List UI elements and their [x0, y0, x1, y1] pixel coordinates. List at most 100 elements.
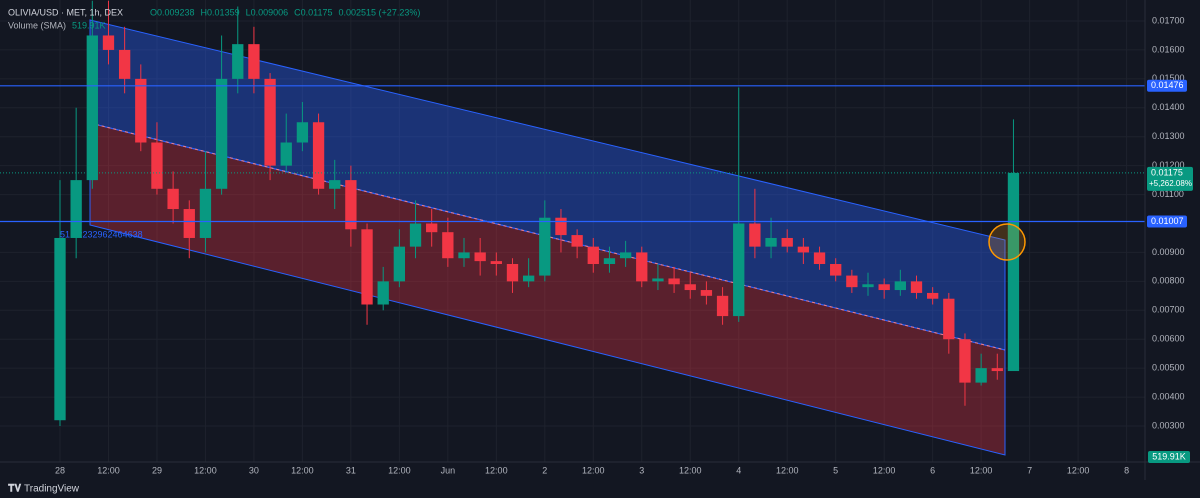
- volume-value: 519.91K: [72, 20, 106, 30]
- x-tick-label: 12:00: [97, 465, 120, 475]
- x-tick-label: 30: [249, 465, 259, 475]
- candle-body: [797, 246, 810, 253]
- x-tick-label: 12:00: [1067, 465, 1090, 475]
- x-tick-label: 2: [542, 465, 547, 475]
- candle-body: [296, 122, 309, 143]
- candle-body: [587, 246, 599, 265]
- last-price-badge: [1147, 166, 1193, 191]
- legend: OLIVIA/USD · MET, 1h, DEX Volume (SMA) 5…: [8, 7, 123, 30]
- grid: [0, 0, 1145, 462]
- symbol: OLIVIA/USD · MET, 1h, DEX: [8, 7, 123, 17]
- x-tick-label: 12:00: [776, 465, 799, 475]
- candle-body: [345, 180, 357, 230]
- candle-body: [199, 188, 212, 238]
- y-tick-label: 0.00700: [1152, 305, 1185, 315]
- candle-body: [652, 278, 664, 282]
- price-badge-label: 0.01007: [1151, 216, 1184, 226]
- x-tick-label: 31: [346, 465, 356, 475]
- candle-body: [167, 188, 179, 210]
- legend-value: C0.01175: [294, 7, 332, 17]
- candle-body: [135, 78, 147, 143]
- price-badge-label: 0.01476: [1151, 80, 1184, 90]
- x-tick-label: 4: [736, 465, 741, 475]
- candle-body: [70, 180, 82, 238]
- highlight-circle: [988, 223, 1026, 261]
- candle-body: [377, 281, 389, 305]
- candle-body: [959, 339, 971, 383]
- candle-body: [555, 217, 567, 236]
- legend-value: L0.009006: [246, 7, 289, 17]
- candle-body: [442, 232, 454, 259]
- candle-body: [991, 368, 1003, 372]
- y-tick-label: 0.00400: [1152, 391, 1185, 401]
- y-tick-label: 0.00500: [1152, 363, 1185, 373]
- candle-body: [539, 217, 551, 276]
- x-tick-label: 3: [639, 465, 644, 475]
- candle-body: [619, 252, 632, 259]
- last-price-label: 0.01175: [1151, 167, 1183, 177]
- x-tick-label: 7: [1027, 465, 1032, 475]
- candle-body: [426, 223, 438, 233]
- y-tick-label: 0.01100: [1152, 189, 1184, 199]
- candle-body: [54, 237, 66, 421]
- candle-body: [86, 35, 98, 181]
- axes: 0.00300 0.00400 0.00500 0.00600 0.00700 0.008…: [55, 15, 1193, 475]
- brand-mark: 𝐓𝐕: [8, 483, 21, 495]
- legend-value: H0.01359: [201, 7, 240, 17]
- candle-body: [910, 281, 923, 293]
- candle-body: [830, 264, 842, 276]
- candle-body: [878, 284, 890, 291]
- y-tick-label: 0.00600: [1152, 334, 1185, 344]
- candle-body: [1007, 172, 1020, 372]
- candle-body: [636, 252, 648, 282]
- x-tick-label: 12:00: [388, 465, 411, 475]
- candle-body: [813, 252, 826, 265]
- candle-body: [975, 368, 987, 383]
- volume-badge: [1148, 451, 1190, 463]
- candle-body: [668, 278, 680, 285]
- y-tick-label: 0.01600: [1152, 44, 1185, 54]
- candle-body: [393, 246, 406, 282]
- candle-body: [506, 264, 519, 282]
- x-tick-label: 29: [152, 465, 162, 475]
- candle-body: [749, 223, 761, 247]
- candle-body: [248, 44, 260, 79]
- x-tick-label: 12:00: [679, 465, 702, 475]
- volume-title: Volume (SMA): [8, 20, 66, 30]
- legend-value: O0.009238: [150, 7, 195, 17]
- candle-body: [151, 142, 163, 189]
- candle-body: [846, 275, 858, 288]
- x-tick-label: Jun: [441, 465, 456, 475]
- candle-body: [603, 258, 616, 265]
- candle-body: [409, 223, 422, 247]
- candle-body: [215, 78, 228, 189]
- candle-body: [232, 44, 244, 79]
- x-tick-label: 5: [833, 465, 838, 475]
- candle-body: [280, 142, 292, 166]
- price-badge: [1147, 215, 1187, 228]
- footer: [0, 480, 1200, 498]
- candle-body: [862, 284, 874, 288]
- x-tick-label: 12:00: [970, 465, 993, 475]
- brand: TradingView: [24, 484, 80, 495]
- candle-body: [102, 35, 115, 50]
- y-tick-label: 0.01300: [1152, 131, 1185, 141]
- candle-body: [118, 49, 131, 79]
- candles: [0, 0, 1145, 427]
- last-change-label: +5,262.08%: [1149, 179, 1192, 188]
- y-tick-label: 0.00900: [1152, 247, 1185, 257]
- candle-body: [329, 180, 341, 189]
- price-badge: [1147, 79, 1187, 92]
- x-tick-label: 12:00: [873, 465, 896, 475]
- y-tick-label: 0.01200: [1152, 160, 1185, 170]
- candle-body: [458, 252, 470, 259]
- channel-lower: [89, 122, 1006, 456]
- y-tick-label: 0.01400: [1152, 102, 1185, 112]
- candle-body: [894, 281, 906, 291]
- candle-body: [700, 290, 713, 296]
- candle-body: [733, 223, 745, 317]
- volume-badge-label: 519.91K: [1152, 451, 1186, 461]
- x-tick-label: 28: [55, 465, 65, 475]
- candle-body: [522, 275, 535, 282]
